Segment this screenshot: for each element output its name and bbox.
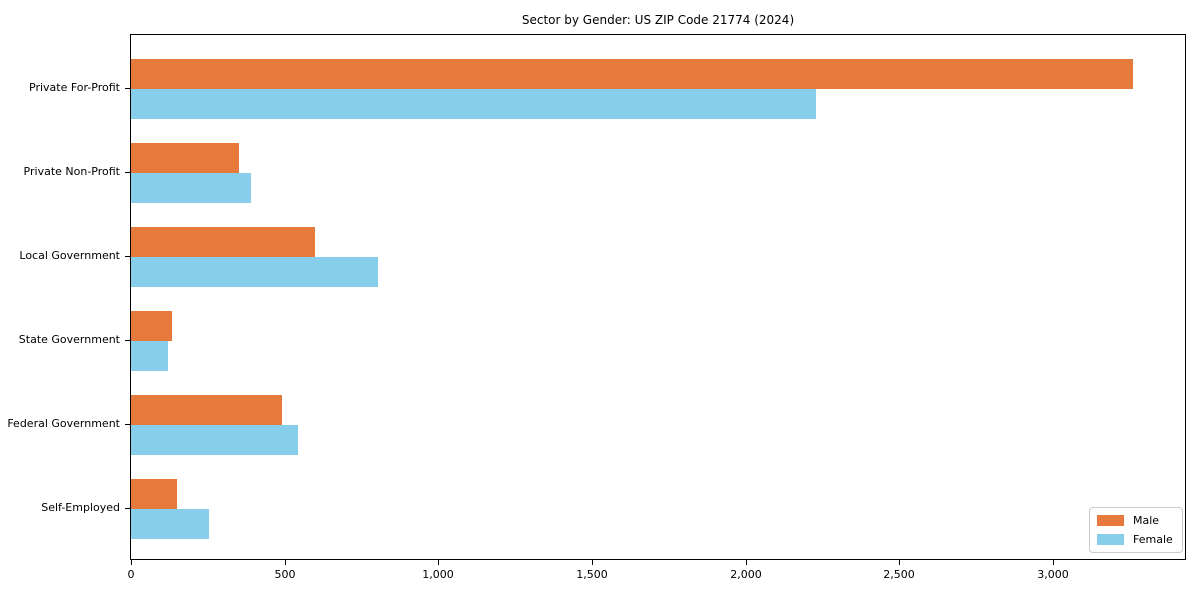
- bar-male-state-government: [131, 311, 172, 341]
- bar-male-private-non-profit: [131, 143, 239, 173]
- legend: Male Female: [1089, 507, 1183, 553]
- plot-area: [130, 34, 1186, 560]
- legend-swatch-female: [1097, 534, 1124, 545]
- legend-entry-male: Male: [1097, 514, 1173, 527]
- x-tick-mark: [899, 560, 900, 565]
- x-tick-label-1000: 1,000: [422, 568, 454, 581]
- y-tick-mark: [125, 424, 130, 425]
- x-tick-mark: [285, 560, 286, 565]
- y-tick-label-local-government: Local Government: [19, 249, 120, 262]
- bar-male-local-government: [131, 227, 315, 257]
- legend-label-male: Male: [1133, 514, 1160, 527]
- x-tick-label-1500: 1,500: [576, 568, 608, 581]
- x-tick-mark: [1053, 560, 1054, 565]
- x-tick-label-0: 0: [127, 568, 135, 581]
- y-tick-label-self-employed: Self-Employed: [41, 501, 120, 514]
- y-tick-mark: [125, 508, 130, 509]
- x-tick-mark: [746, 560, 747, 565]
- bar-male-self-employed: [131, 479, 177, 509]
- y-tick-mark: [125, 88, 130, 89]
- y-tick-label-state-government: State Government: [18, 333, 120, 346]
- legend-entry-female: Female: [1097, 533, 1173, 546]
- bar-female-federal-government: [131, 425, 298, 455]
- bar-female-private-non-profit: [131, 173, 251, 203]
- bar-female-private-for-profit: [131, 89, 816, 119]
- y-tick-label-private-for-profit: Private For-Profit: [29, 81, 120, 94]
- y-tick-mark: [125, 340, 130, 341]
- y-tick-label-private-non-profit: Private Non-Profit: [23, 165, 120, 178]
- bar-male-private-for-profit: [131, 59, 1133, 89]
- chart-title: Sector by Gender: US ZIP Code 21774 (202…: [521, 13, 795, 27]
- x-tick-label-3000: 3,000: [1037, 568, 1069, 581]
- x-tick-mark: [438, 560, 439, 565]
- bar-female-self-employed: [131, 509, 209, 539]
- x-tick-label-2500: 2,500: [883, 568, 915, 581]
- bar-male-federal-government: [131, 395, 282, 425]
- x-tick-mark: [131, 560, 132, 565]
- x-tick-label-500: 500: [274, 568, 296, 581]
- bar-female-state-government: [131, 341, 168, 371]
- y-tick-mark: [125, 256, 130, 257]
- x-tick-mark: [592, 560, 593, 565]
- y-tick-label-federal-government: Federal Government: [7, 417, 120, 430]
- x-tick-label-2000: 2,000: [730, 568, 762, 581]
- legend-swatch-male: [1097, 515, 1124, 526]
- y-tick-mark: [125, 172, 130, 173]
- legend-label-female: Female: [1133, 533, 1173, 546]
- bar-female-local-government: [131, 257, 378, 287]
